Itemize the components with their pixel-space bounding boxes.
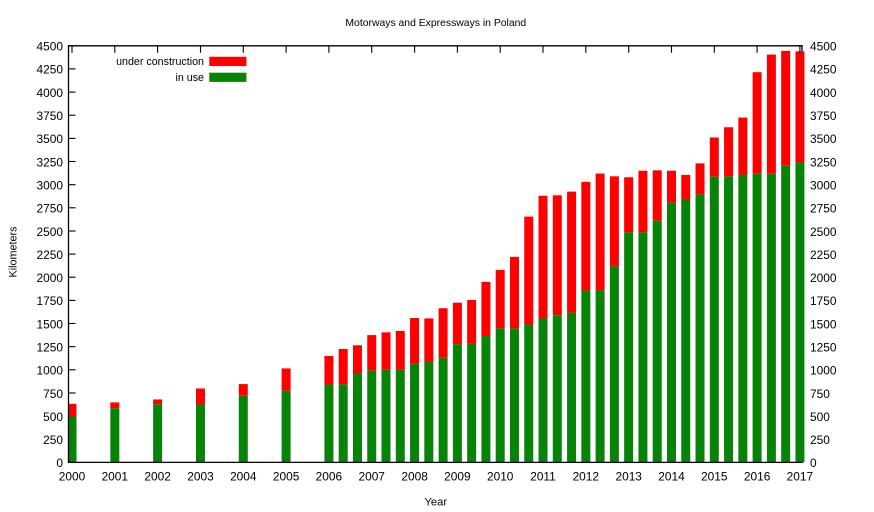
svg-text:4000: 4000 [37,86,64,100]
svg-text:1750: 1750 [810,294,837,308]
svg-text:1500: 1500 [810,317,837,331]
svg-text:2012: 2012 [573,469,600,483]
svg-text:3000: 3000 [37,179,64,193]
svg-text:Kilometers: Kilometers [7,226,19,278]
svg-text:2000: 2000 [37,271,64,285]
svg-text:3250: 3250 [810,155,837,169]
svg-text:2005: 2005 [273,469,300,483]
svg-text:2750: 2750 [37,202,64,216]
svg-text:2750: 2750 [810,202,837,216]
svg-text:in use: in use [175,72,204,84]
svg-text:Year: Year [424,496,447,508]
svg-text:4250: 4250 [37,63,64,77]
svg-text:4500: 4500 [810,40,837,54]
svg-text:2008: 2008 [401,469,428,483]
svg-text:2000: 2000 [59,469,86,483]
svg-text:2017: 2017 [787,469,814,483]
svg-text:2007: 2007 [358,469,385,483]
svg-text:2002: 2002 [144,469,171,483]
svg-text:1250: 1250 [810,341,837,355]
svg-text:2009: 2009 [444,469,471,483]
svg-text:2014: 2014 [658,469,685,483]
svg-text:2011: 2011 [530,469,556,483]
svg-text:2010: 2010 [487,469,514,483]
svg-text:2013: 2013 [615,469,642,483]
svg-text:2006: 2006 [316,469,343,483]
svg-text:1500: 1500 [37,317,64,331]
svg-text:1750: 1750 [37,294,64,308]
svg-text:2016: 2016 [744,469,771,483]
svg-text:2250: 2250 [810,248,837,262]
svg-text:2004: 2004 [230,469,257,483]
svg-text:3500: 3500 [37,132,64,146]
svg-text:500: 500 [810,410,830,424]
svg-text:4000: 4000 [810,86,837,100]
svg-text:4250: 4250 [810,63,837,77]
svg-text:1000: 1000 [37,364,64,378]
svg-text:750: 750 [43,387,63,401]
svg-text:under construction: under construction [116,56,204,68]
svg-text:2250: 2250 [37,248,64,262]
svg-text:3250: 3250 [37,155,64,169]
svg-text:Motorways and Expressways in P: Motorways and Expressways in Poland [345,18,526,29]
svg-text:3750: 3750 [810,109,837,123]
svg-text:250: 250 [810,433,830,447]
svg-text:750: 750 [810,387,830,401]
svg-text:2500: 2500 [810,225,837,239]
svg-text:2500: 2500 [37,225,64,239]
svg-text:0: 0 [810,456,817,470]
svg-text:4500: 4500 [37,40,64,54]
svg-text:2003: 2003 [187,469,214,483]
svg-text:2001: 2001 [102,469,129,483]
svg-text:2015: 2015 [701,469,728,483]
svg-text:250: 250 [43,433,63,447]
svg-text:1000: 1000 [810,364,837,378]
svg-text:2000: 2000 [810,271,837,285]
svg-text:0: 0 [56,456,63,470]
svg-text:3000: 3000 [810,179,837,193]
svg-text:3500: 3500 [810,132,837,146]
svg-text:500: 500 [43,410,63,424]
svg-text:1250: 1250 [37,341,64,355]
svg-text:3750: 3750 [37,109,64,123]
